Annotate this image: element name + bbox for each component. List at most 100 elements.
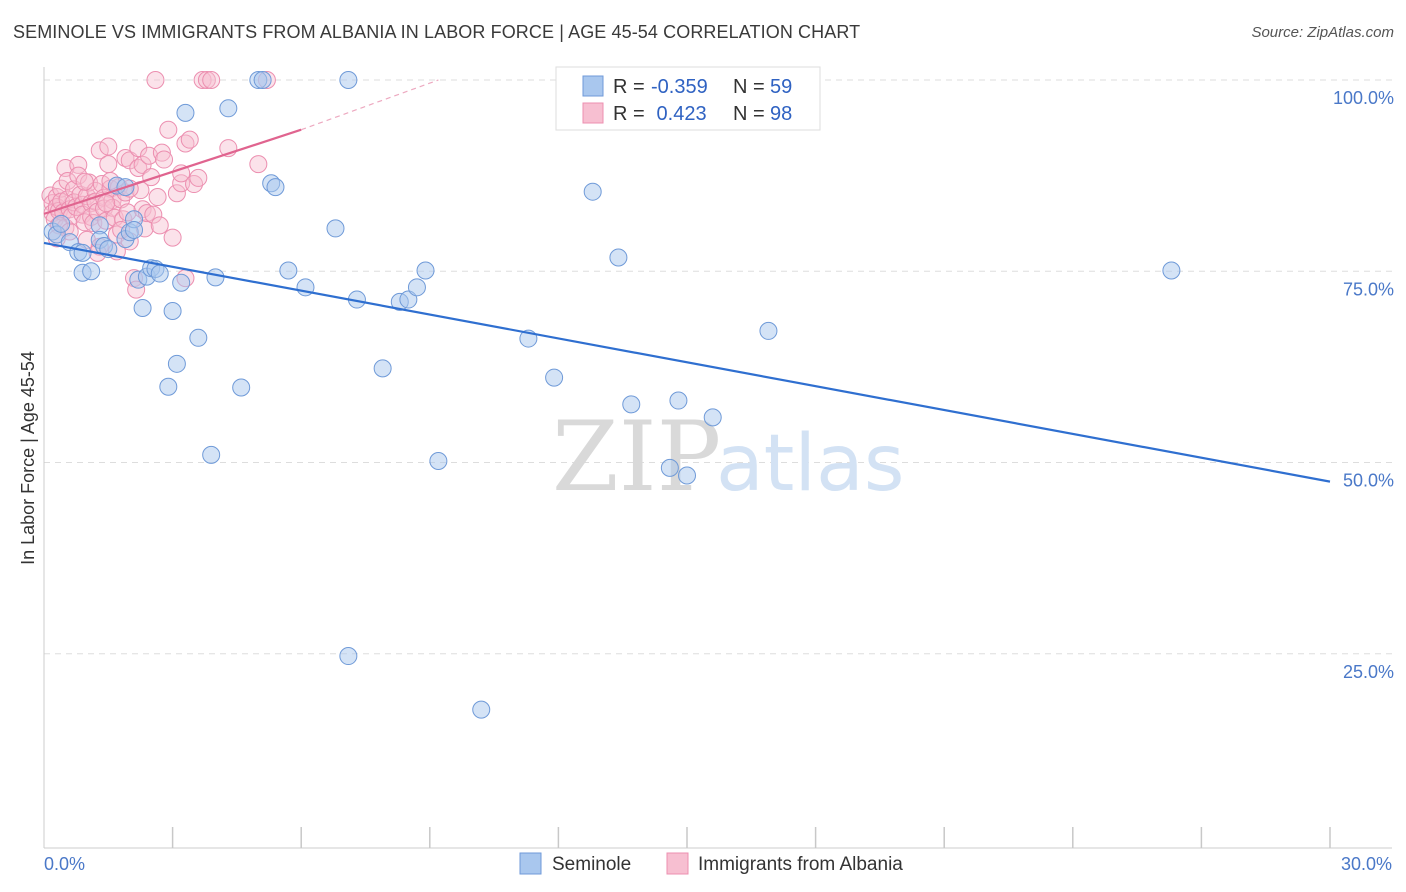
albania-point-93	[75, 172, 94, 191]
legend-swatch-albania	[582, 102, 604, 124]
albania-point-75	[172, 174, 191, 193]
seminole-point-7	[82, 262, 101, 281]
x-tick-label-30: 30.0%	[1341, 854, 1392, 874]
albania-point-97	[148, 188, 167, 207]
y-tick-label-50: 50.0%	[1343, 471, 1394, 491]
albania-point-69	[150, 216, 169, 235]
seminole-point-5	[73, 243, 92, 262]
albania-point-84	[202, 71, 221, 89]
bottom-legend-seminole: Seminole	[552, 854, 631, 875]
albania-point-83	[197, 71, 216, 89]
seminole-point-56	[660, 458, 679, 477]
albania-point-94	[97, 194, 116, 213]
watermark: ZIP atlas	[552, 401, 905, 513]
seminole-point-46	[399, 290, 418, 309]
y-tick-label-75: 75.0%	[1343, 279, 1394, 299]
seminole-point-42	[339, 647, 358, 666]
albania-point-58	[129, 139, 148, 158]
seminole-point-33	[232, 378, 251, 397]
seminole-point-48	[416, 261, 435, 280]
legend-r-label-2: R =	[613, 103, 645, 125]
albania-point-71	[155, 150, 174, 169]
seminole-trend-line	[43, 241, 1331, 483]
legend-r-value-1: -0.359	[651, 76, 708, 98]
albania-point-76	[172, 164, 191, 183]
seminole-point-24	[163, 302, 182, 321]
seminole-point-29	[189, 328, 208, 347]
seminole-point-54	[609, 248, 628, 267]
seminole-point-55	[622, 395, 641, 414]
bottom-legend-swatch-albania	[666, 852, 689, 875]
legend-n-label-2: N =	[733, 103, 765, 125]
seminole-point-57	[669, 391, 688, 410]
x-tick-labels: 0.0% 30.0%	[44, 827, 1392, 874]
y-axis-title: In Labor Force | Age 45-54	[18, 351, 38, 565]
seminole-point-49	[429, 451, 448, 470]
legend-n-label-1: N =	[733, 76, 765, 98]
seminole-point-60	[759, 321, 778, 340]
albania-trend-extension	[300, 79, 439, 131]
source-label: Source: ZipAtlas.com	[1251, 24, 1394, 41]
seminole-point-22	[150, 264, 169, 283]
y-tick-labels: 25.0% 50.0% 75.0% 100.0%	[1333, 88, 1394, 682]
albania-point-7	[52, 179, 71, 198]
albania-point-68	[146, 71, 165, 89]
legend-r-label-1: R =	[613, 76, 645, 98]
watermark-atlas: atlas	[716, 419, 905, 509]
albania-point-79	[180, 130, 199, 149]
series-legend: Seminole Immigrants from Albania	[519, 852, 903, 875]
albania-point-40	[99, 137, 118, 156]
trend-lines	[43, 79, 1331, 483]
seminole-point-28	[176, 103, 195, 122]
seminole-point-50	[472, 700, 491, 719]
seminole-point-59	[703, 408, 722, 427]
albania-point-74	[167, 184, 186, 203]
watermark-zip: ZIP	[552, 401, 721, 513]
seminole-point-23	[133, 298, 152, 317]
albania-point-67	[144, 205, 163, 224]
albania-point-41	[99, 155, 118, 174]
seminole-point-37	[266, 178, 285, 197]
seminole-point-35	[253, 71, 272, 89]
bottom-legend-swatch-seminole	[519, 852, 542, 875]
seminole-point-26	[159, 377, 178, 396]
albania-point-61	[133, 155, 152, 174]
albania-point-70	[152, 143, 171, 162]
seminole-point-30	[202, 445, 221, 464]
gridlines	[44, 79, 1392, 655]
albania-point-86	[249, 155, 268, 174]
x-tick-label-0: 0.0%	[44, 854, 85, 874]
seminole-point-40	[326, 219, 345, 238]
axes	[43, 67, 1392, 849]
albania-point-19	[69, 155, 88, 174]
seminole-point-47	[407, 278, 426, 297]
seminole-point-53	[583, 182, 602, 201]
seminole-point-43	[339, 71, 358, 89]
seminole-point-27	[172, 273, 191, 292]
seminole-point-38	[279, 261, 298, 280]
bottom-legend-albania: Immigrants from Albania	[698, 854, 903, 875]
stats-legend: R = -0.359 N = 59 R = 0.423 N = 98	[555, 66, 821, 131]
seminole-point-25	[167, 354, 186, 373]
series-seminole-points	[43, 71, 1181, 719]
seminole-point-52	[545, 368, 564, 387]
chart-title: SEMINOLE VS IMMIGRANTS FROM ALBANIA IN L…	[13, 22, 861, 42]
albania-point-72	[159, 120, 178, 139]
albania-point-0	[41, 186, 60, 205]
legend-n-value-2: 98	[770, 103, 792, 125]
seminole-point-44	[373, 359, 392, 378]
albania-point-73	[163, 228, 182, 247]
legend-swatch-seminole	[582, 75, 604, 97]
y-tick-label-25: 25.0%	[1343, 662, 1394, 682]
albania-point-81	[189, 168, 208, 187]
albania-trend-line	[43, 128, 302, 215]
seminole-point-2	[52, 214, 71, 233]
legend-n-value-1: 59	[770, 76, 792, 98]
seminole-point-32	[219, 99, 238, 118]
albania-point-34	[90, 141, 109, 160]
seminole-point-17	[125, 220, 144, 239]
seminole-point-61	[1162, 261, 1181, 280]
y-tick-label-100: 100.0%	[1333, 88, 1394, 108]
legend-r-value-2: 0.423	[651, 103, 707, 125]
